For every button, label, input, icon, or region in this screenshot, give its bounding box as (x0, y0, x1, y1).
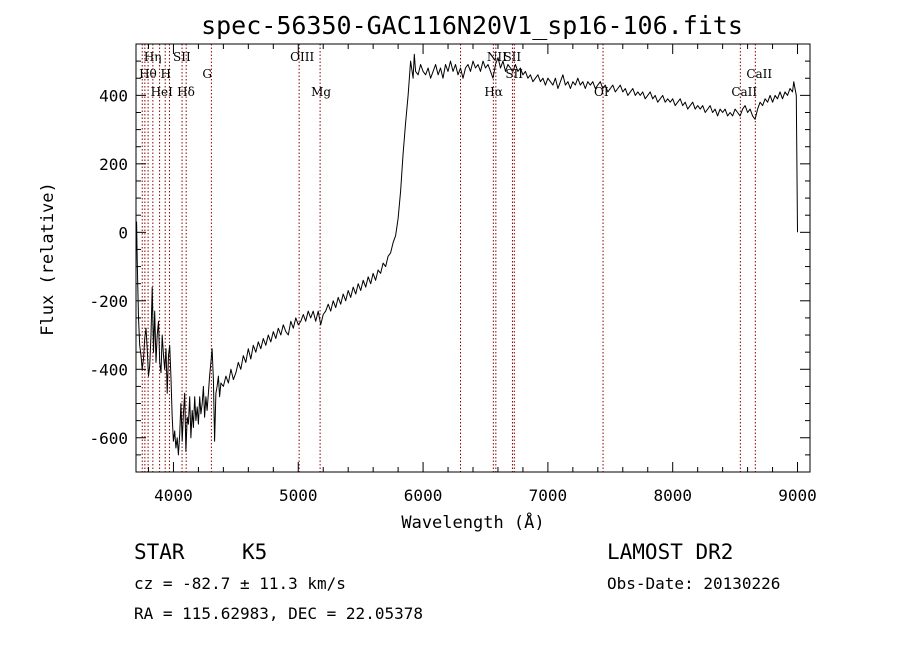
spectral-line-label: SII (173, 50, 191, 64)
object-class: STAR (134, 540, 185, 564)
x-tick-label: 6000 (404, 486, 443, 505)
y-tick-label: -600 (89, 429, 128, 448)
spectral-line-label: Hη (144, 50, 162, 64)
y-tick-label: 0 (118, 223, 128, 242)
spectral-line-label: Hα (484, 85, 503, 99)
x-tick-label: 4000 (154, 486, 193, 505)
observation-date: Obs-Date: 20130226 (607, 574, 780, 593)
spectral-line-label: SII (505, 67, 523, 81)
coordinates: RA = 115.62983, DEC = 22.05378 (134, 604, 423, 623)
spectral-line-label: H (160, 67, 170, 81)
spectral-line-label: HeI (151, 85, 174, 99)
x-tick-label: 7000 (529, 486, 568, 505)
x-tick-label: 5000 (279, 486, 318, 505)
spectral-line-label: NII (487, 50, 507, 64)
spectral-line-label: G (202, 67, 212, 81)
spectral-line-label: CaII (746, 67, 772, 81)
spectral-line-label: CaII (731, 85, 757, 99)
y-tick-label: 400 (99, 86, 128, 105)
spectrum-line (135, 53, 798, 456)
spectral-line-label: OI (594, 85, 609, 99)
spectral-line-label: Hδ (177, 85, 195, 99)
spectral-line-label: OIII (290, 50, 314, 64)
spectrum-series (135, 53, 798, 456)
spectral-line-label: Hθ (139, 67, 157, 81)
object-subclass: K5 (242, 540, 267, 564)
y-tick-label: -400 (89, 360, 128, 379)
x-tick-label: 9000 (778, 486, 817, 505)
spectral-line-label: SII (503, 50, 521, 64)
x-tick-label: 8000 (653, 486, 692, 505)
y-tick-label: 200 (99, 155, 128, 174)
x-axis-label: Wavelength (Å) (401, 511, 544, 533)
survey-name: LAMOST DR2 (607, 540, 733, 564)
y-tick-label: -200 (89, 292, 128, 311)
spectral-line-label: Mg (311, 85, 331, 99)
redshift-velocity: cz = -82.7 ± 11.3 km/s (134, 574, 346, 593)
spectral-line-markers (141, 44, 756, 472)
chart-title: spec-56350-GAC116N20V1_sp16-106.fits (201, 11, 743, 40)
y-axis-label: Flux (relative) (38, 182, 58, 336)
axis-ticks: 4000 5000 6000 7000 8000 9000 -600 -400 -200 0 200… (89, 44, 817, 505)
